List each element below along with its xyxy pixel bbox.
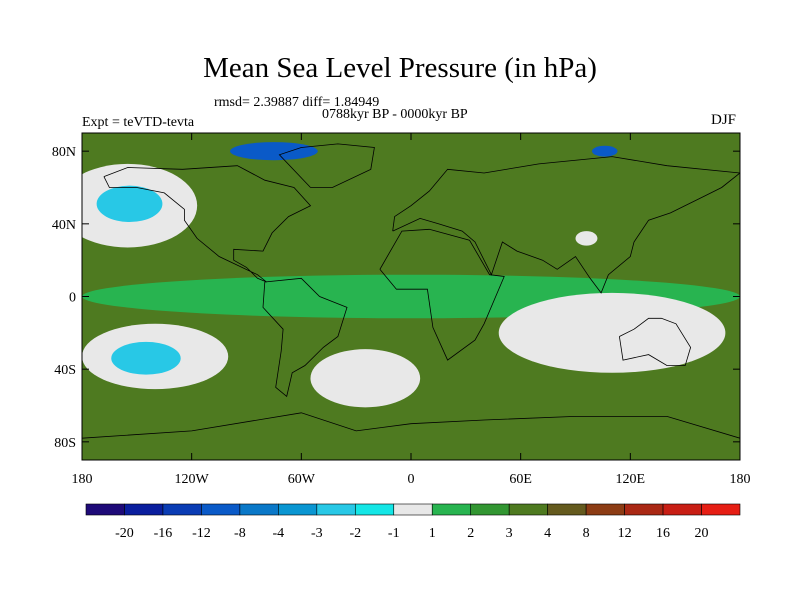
coastline <box>392 156 740 294</box>
field-region <box>111 341 181 375</box>
x-tick-label: 180 <box>72 472 93 487</box>
field-region <box>498 292 726 373</box>
x-tick-label: 120E <box>616 472 646 487</box>
coastline <box>278 143 375 188</box>
colorbar-swatch <box>354 503 395 516</box>
colorbar-swatch <box>662 503 702 516</box>
colorbar-label: -12 <box>192 526 211 541</box>
season-label: DJF <box>711 112 737 128</box>
coastline <box>262 277 348 398</box>
y-tick-label: 40N <box>52 218 76 233</box>
x-tick-label: 120W <box>175 472 210 487</box>
colorbar-label: -8 <box>234 526 246 541</box>
coastline <box>82 412 740 439</box>
field-region <box>310 349 421 408</box>
coastline <box>379 228 505 361</box>
coastline <box>619 317 692 366</box>
field-region <box>230 142 318 161</box>
colorbar: -20 -16 -12 -8 -4 -3 -2 -1 1 2 3 4 8 12 16 20 <box>85 503 741 541</box>
colorbar-label: -20 <box>115 526 134 541</box>
colorbar-label: -2 <box>349 526 361 541</box>
colorbar-swatch <box>547 503 587 516</box>
colorbar-swatch <box>124 503 164 516</box>
axes: 180 120W 60W 0 60E 120E 180 80N 40N 0 40S 80S <box>52 133 751 487</box>
colorbar-label: -16 <box>154 526 173 541</box>
colorbar-label: 1 <box>429 526 436 541</box>
coastlines <box>82 143 740 439</box>
x-tick-label: 0 <box>408 472 415 487</box>
y-tick-label: 80S <box>54 436 76 451</box>
y-tick-label: 40S <box>54 363 76 378</box>
y-tick-label: 80N <box>52 145 76 160</box>
colorbar-swatch <box>624 503 664 516</box>
period-line: 0788kyr BP - 0000kyr BP <box>322 107 468 122</box>
field-region <box>575 231 598 246</box>
colorbar-label: 8 <box>583 526 590 541</box>
colorbar-label: 12 <box>618 526 632 541</box>
y-tick-label: 0 <box>69 291 76 306</box>
x-tick-label: 60W <box>288 472 316 487</box>
colorbar-label: 20 <box>695 526 709 541</box>
colorbar-swatch <box>701 503 741 516</box>
colorbar-swatch <box>431 503 472 516</box>
chart-title: Mean Sea Level Pressure (in hPa) <box>203 52 597 84</box>
colorbar-swatch <box>470 503 510 516</box>
experiment-label: Expt = teVTD-tevta <box>82 115 195 130</box>
coastline <box>103 165 312 283</box>
colorbar-swatch <box>201 503 241 516</box>
colorbar-swatch <box>316 503 356 516</box>
colorbar-label: 2 <box>467 526 474 541</box>
colorbar-swatch <box>508 503 548 516</box>
pressure-field <box>82 133 740 460</box>
colorbar-label: -4 <box>273 526 285 541</box>
field-region <box>96 185 163 223</box>
x-tick-label: 60E <box>509 472 532 487</box>
colorbar-swatch <box>393 503 433 516</box>
colorbar-swatch <box>85 503 125 516</box>
colorbar-label: -3 <box>311 526 323 541</box>
colorbar-label: 4 <box>544 526 551 541</box>
colorbar-swatch <box>278 503 318 516</box>
colorbar-label: -1 <box>388 526 400 541</box>
colorbar-label: 16 <box>656 526 670 541</box>
x-tick-label: 180 <box>730 472 751 487</box>
colorbar-swatch <box>239 503 279 516</box>
stats-line: rmsd= 2.39887 diff= 1.84949 <box>214 95 380 110</box>
colorbar-label: 3 <box>506 526 513 541</box>
colorbar-swatch <box>162 503 202 516</box>
colorbar-swatch <box>585 503 625 516</box>
field-region <box>591 145 618 157</box>
